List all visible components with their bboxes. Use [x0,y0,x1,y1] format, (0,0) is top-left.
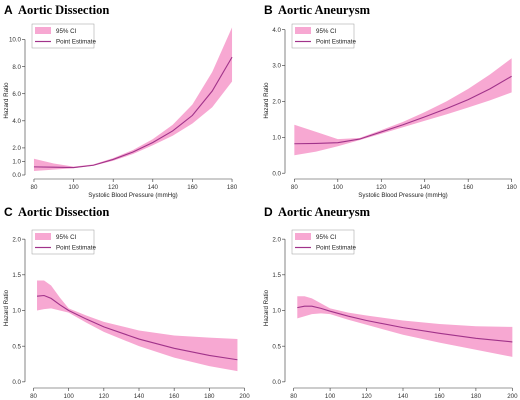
y-axis-label: Hazard Ratio [263,82,270,119]
y-tick-label: 0.5 [12,343,21,350]
x-tick-label: 140 [134,393,145,400]
x-tick-label: 160 [169,393,180,400]
legend-point-label: Point Estimate [56,245,96,252]
ci-band [294,58,512,156]
point-estimate-line [294,75,512,145]
x-tick-label: 80 [31,184,38,191]
y-axis-label: Hazard Ratio [3,82,10,119]
legend: 95% CI Point Estimate [31,23,96,49]
legend-ci-label: 95% CI [56,28,77,35]
x-tick-label: 140 [148,184,159,191]
y-tick-label: 1.0 [272,135,281,142]
ci-band [297,296,513,357]
x-tick-label: 140 [420,184,431,191]
legend: 95% CI Point Estimate [291,229,356,255]
y-tick-label: 0.0 [272,379,281,386]
x-tick-label: 160 [463,184,474,191]
x-tick-label: 80 [291,184,298,191]
x-axis-label: Systolic Blood Pressure (mmHg) [358,192,447,199]
y-tick-label: 4.0 [272,27,281,34]
legend-ci-label: 95% CI [316,28,337,35]
point-estimate-line [33,56,233,169]
x-tick-label: 160 [187,184,198,191]
legend: 95% CI Point Estimate [31,229,96,255]
y-tick-label: 2.0 [12,145,21,152]
panel-letter: D [264,205,273,219]
y-tick-label: 6.0 [12,91,21,98]
x-tick-label: 120 [108,184,119,191]
x-tick-label: 200 [239,393,250,400]
panel-letter: B [264,3,273,17]
y-tick-label: 3.0 [272,63,281,70]
panel-d: D Aortic Aneurysm 80 100 120 140 160 180 200 0.0 0… [263,205,518,400]
legend-point-label: Point Estimate [316,39,356,46]
y-tick-label: 0.0 [12,379,21,386]
x-tick-label: 180 [204,393,215,400]
legend-point-label: Point Estimate [56,39,96,46]
y-tick-label: 0.0 [12,172,21,179]
panel-title: Aortic Dissection [18,205,109,219]
y-tick-label: 0.0 [272,170,281,177]
y-tick-label: 1.0 [12,308,21,315]
x-tick-label: 180 [506,184,517,191]
y-axis-label: Hazard Ratio [263,289,270,326]
point-estimate-line [36,294,238,361]
legend-ci-swatch [295,27,311,34]
x-tick-label: 80 [290,393,297,400]
y-tick-label: 1.5 [12,272,21,279]
panel-title: Aortic Aneurysm [278,3,371,17]
y-tick-label: 4.0 [12,118,21,125]
legend-ci-label: 95% CI [316,234,337,241]
y-tick-label: 1.5 [272,272,281,279]
x-tick-label: 100 [325,393,336,400]
y-tick-label: 8.0 [12,64,21,71]
panel-title: Aortic Aneurysm [278,205,371,219]
x-tick-label: 80 [30,393,37,400]
legend: 95% CI Point Estimate [291,23,356,49]
y-tick-label: 1.0 [12,159,21,166]
y-tick-label: 1.0 [272,308,281,315]
y-tick-label: 2.0 [272,236,281,243]
ci-band [37,280,238,372]
x-tick-label: 120 [361,393,372,400]
x-tick-label: 180 [227,184,238,191]
y-axis-label: Hazard Ratio [3,289,10,326]
x-tick-label: 200 [507,393,518,400]
x-axis-label: Systolic Blood Pressure (mmHg) [88,192,177,199]
panel-a: A Aortic Dissection 80 100 120 140 160 180 0.0 1.… [3,3,238,199]
x-tick-label: 100 [68,184,79,191]
x-tick-label: 100 [64,393,75,400]
panel-b: B Aortic Aneurysm 80 100 120 140 160 180 0.0 1.0 2… [263,3,517,199]
panel-letter: A [4,3,13,17]
panel-title: Aortic Dissection [18,3,109,17]
panel-letter: C [4,205,13,219]
x-tick-label: 140 [398,393,409,400]
y-tick-label: 10.0 [9,37,22,44]
x-tick-label: 180 [471,393,482,400]
panel-c: C Aortic Dissection 80 100 120 140 160 180 200 0.… [3,205,250,400]
x-tick-label: 100 [333,184,344,191]
legend-ci-swatch [295,233,311,240]
y-tick-label: 2.0 [272,99,281,106]
x-tick-label: 120 [376,184,387,191]
x-tick-label: 120 [99,393,110,400]
x-tick-label: 160 [434,393,445,400]
legend-ci-swatch [35,233,51,240]
legend-ci-swatch [35,27,51,34]
ci-band [33,27,233,171]
y-tick-label: 0.5 [272,343,281,350]
point-estimate-line [297,305,513,343]
legend-ci-label: 95% CI [56,234,77,241]
y-tick-label: 2.0 [12,236,21,243]
legend-point-label: Point Estimate [316,245,356,252]
